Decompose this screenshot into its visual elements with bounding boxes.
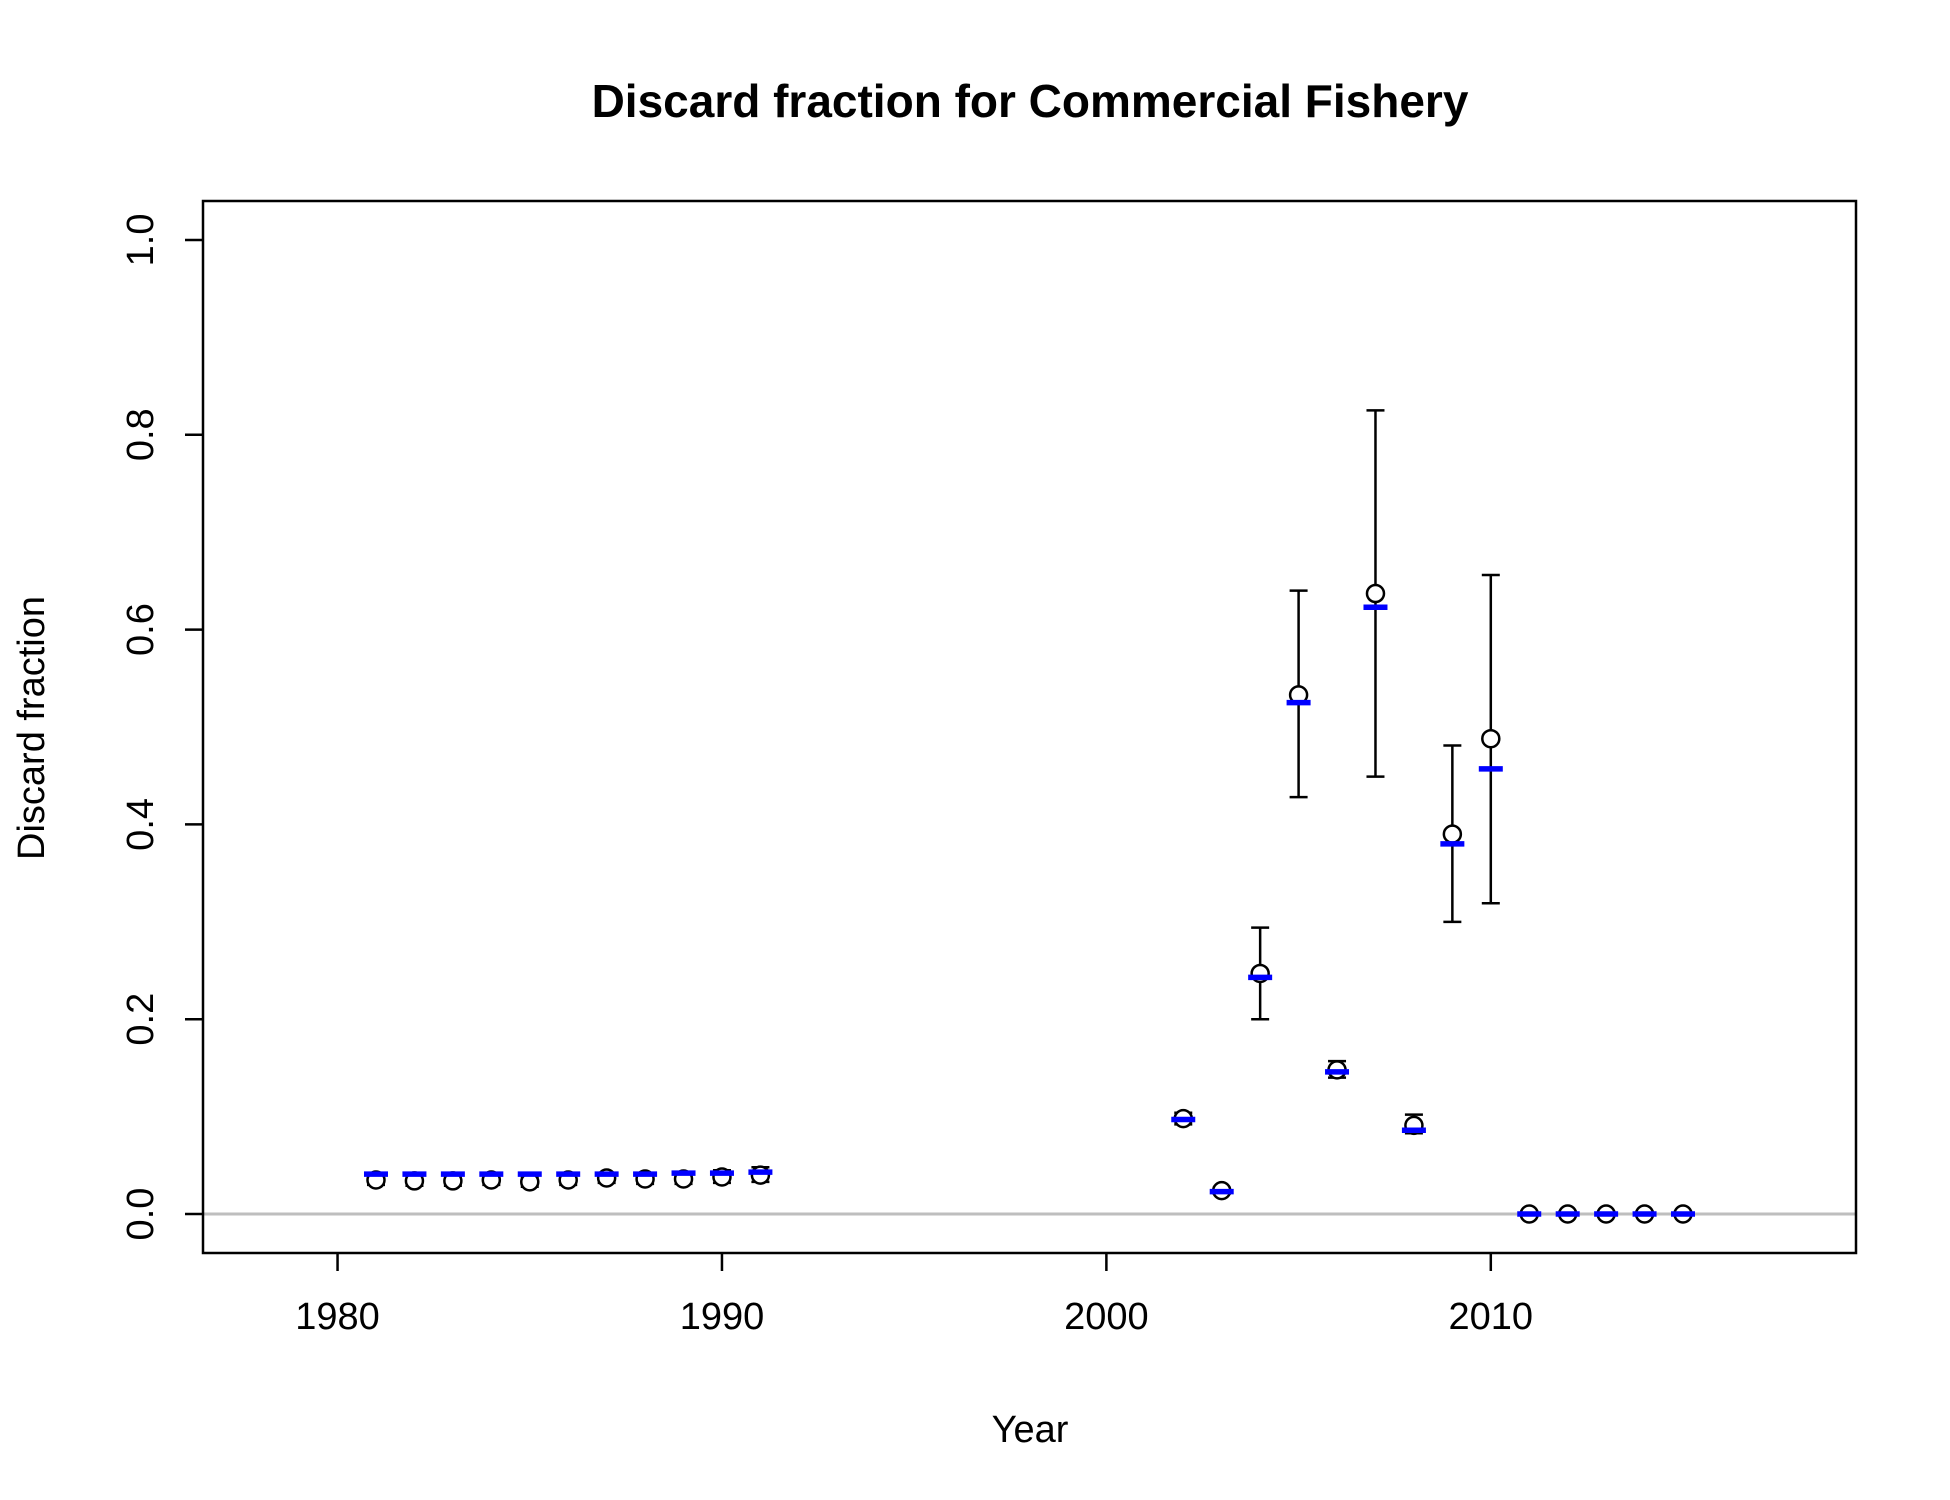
y-tick-label: 0.6 bbox=[120, 603, 162, 656]
x-axis-label: Year bbox=[992, 1409, 1069, 1451]
y-tick-label: 0.0 bbox=[120, 1188, 162, 1241]
y-axis-label: Discard fraction bbox=[11, 596, 53, 860]
plot-area: 1980 1990 2000 2010 0.0 0.2 0.4 0.6 0.8 1.0 bbox=[120, 199, 1858, 1338]
observed-point bbox=[750, 1165, 771, 1185]
observed-point bbox=[1365, 583, 1386, 604]
x-tick-label: 1990 bbox=[680, 1296, 765, 1338]
y-tick-label: 0.4 bbox=[120, 798, 162, 851]
plot-frame bbox=[201, 199, 1858, 1255]
x-tick-label: 2000 bbox=[1064, 1296, 1149, 1338]
y-tick-label: 0.2 bbox=[120, 993, 162, 1046]
observed-point bbox=[1442, 824, 1463, 844]
observed-point bbox=[1481, 728, 1501, 749]
chart-title: Discard fraction for Commercial Fishery bbox=[592, 75, 1469, 127]
x-tick-label: 2010 bbox=[1449, 1296, 1534, 1338]
y-tick-label: 1.0 bbox=[120, 214, 162, 267]
x-tick-label: 1980 bbox=[295, 1296, 380, 1338]
y-tick-label: 0.8 bbox=[120, 408, 162, 461]
